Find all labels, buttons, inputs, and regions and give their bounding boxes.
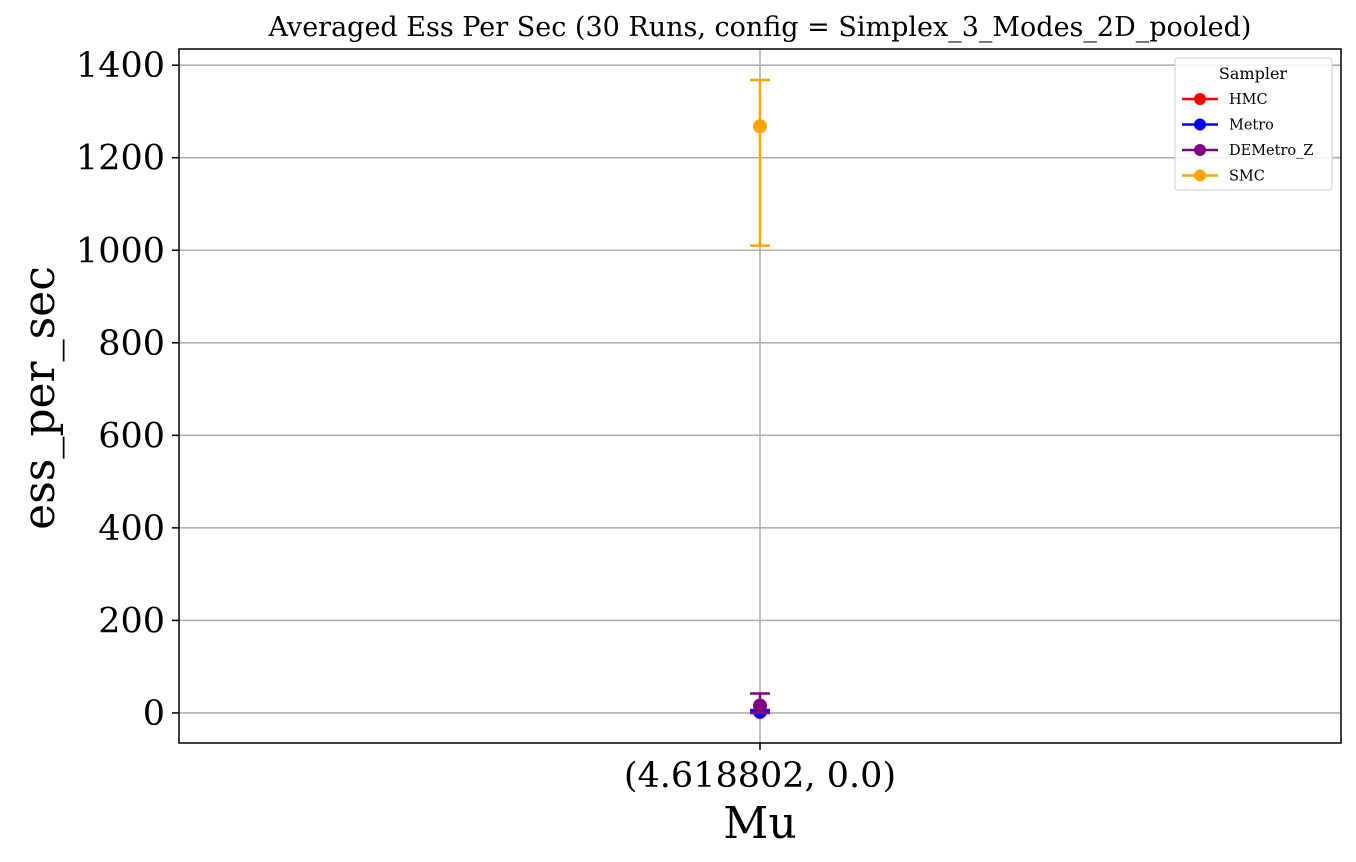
legend: Sampler HMC Metro DEMetro_Z SMC — [1174, 57, 1333, 191]
legend-marker — [1194, 118, 1206, 131]
series-layer — [750, 78, 770, 720]
legend-item-metro: Metro — [1182, 118, 1274, 134]
chart-title: Averaged Ess Per Sec (30 Runs, config = … — [268, 12, 1252, 43]
series-demetro-z — [750, 692, 770, 715]
y-tick-label: 1000 — [76, 231, 165, 271]
y-tick-label: 1200 — [76, 139, 165, 179]
x-axis-label: Mu — [723, 798, 796, 849]
y-tick-label: 400 — [98, 509, 165, 549]
y-tick-label: 200 — [98, 601, 165, 641]
y-tick-label: 600 — [98, 416, 165, 456]
legend-label: HMC — [1229, 92, 1268, 108]
y-tick-label: 800 — [98, 324, 165, 364]
legend-item-demetro-z: DEMetro_Z — [1182, 143, 1313, 159]
plot-frame — [178, 48, 1342, 744]
y-axis-label: ess_per_sec — [14, 266, 65, 530]
legend-label: Metro — [1229, 118, 1274, 134]
legend-item-smc: SMC — [1182, 169, 1265, 185]
legend-box — [1174, 57, 1333, 191]
legend-label: DEMetro_Z — [1229, 143, 1313, 159]
data-point-demetro-z — [753, 698, 767, 713]
data-point-smc — [753, 119, 767, 134]
x-axis-ticks: (4.618802, 0.0) — [624, 743, 896, 796]
legend-item-hmc: HMC — [1182, 92, 1268, 108]
y-tick-label: 1400 — [76, 46, 165, 86]
legend-marker — [1194, 93, 1206, 105]
x-tick-label: (4.618802, 0.0) — [624, 756, 896, 796]
grid — [179, 49, 1341, 743]
legend-marker — [1194, 144, 1206, 156]
y-axis-ticks: 0 200 400 600 800 1000 1200 1400 — [76, 46, 179, 734]
series-smc — [750, 78, 770, 247]
legend-label: SMC — [1229, 169, 1265, 185]
legend-title: Sampler — [1219, 64, 1288, 83]
y-tick-label: 0 — [143, 694, 165, 734]
legend-items: HMC Metro DEMetro_Z SMC — [1182, 92, 1313, 185]
legend-marker — [1194, 169, 1206, 182]
